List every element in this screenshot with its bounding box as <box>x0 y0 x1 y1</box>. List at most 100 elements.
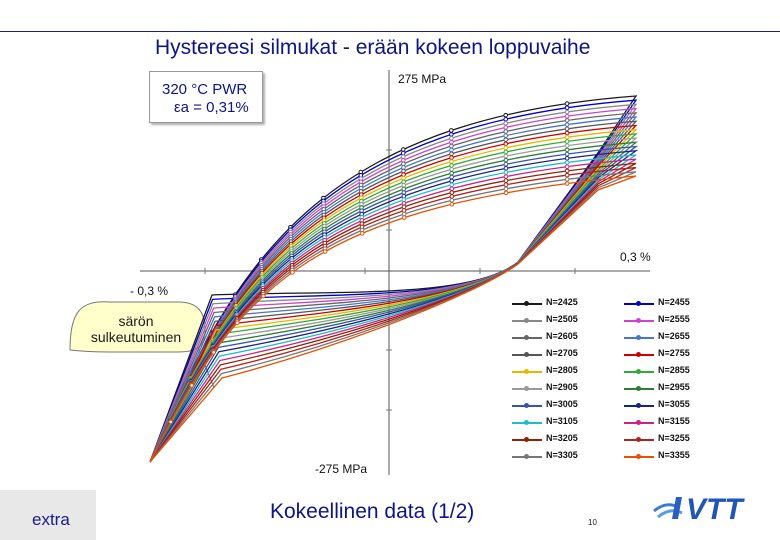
loop-n-2755 <box>149 124 638 463</box>
data-point <box>564 181 570 186</box>
data-point <box>503 121 509 126</box>
data-point <box>401 165 406 170</box>
legend-item: N=3305 <box>510 450 622 466</box>
data-point <box>401 215 407 220</box>
legend-marker <box>636 386 641 391</box>
data-point <box>168 419 174 425</box>
data-point <box>564 168 570 174</box>
data-point <box>503 190 509 196</box>
data-point <box>503 186 509 192</box>
data-point <box>564 160 570 165</box>
data-point <box>564 151 570 157</box>
legend-label: N=2505 <box>546 314 578 324</box>
page-title: Hystereesi silmukat - erään kokeen loppu… <box>155 36 591 59</box>
legend-label: N=2655 <box>658 331 690 341</box>
vtt-logo: VTT <box>653 493 745 526</box>
data-point <box>401 208 407 213</box>
legend-label: N=3155 <box>658 416 690 426</box>
legend-marker <box>636 352 641 357</box>
legend-marker <box>524 420 529 425</box>
data-point <box>401 197 407 202</box>
loop-n-3205 <box>149 162 637 463</box>
data-point <box>261 293 266 299</box>
data-point <box>564 130 570 136</box>
data-point <box>503 161 509 167</box>
data-point <box>503 141 509 147</box>
data-point <box>401 200 407 206</box>
vtt-logo-text: VTT <box>686 493 745 526</box>
data-point <box>503 116 509 122</box>
legend-label: N=2605 <box>546 331 578 341</box>
data-point <box>503 149 509 155</box>
legend-marker <box>524 369 529 374</box>
legend-label: N=3105 <box>546 416 578 426</box>
data-point <box>449 143 454 149</box>
legend-label: N=2905 <box>546 382 578 392</box>
legend-marker <box>524 335 529 340</box>
data-point <box>564 172 570 178</box>
y-min-label: -275 MPa <box>315 462 368 476</box>
data-point <box>503 174 509 179</box>
hysteresis-loops <box>149 95 639 463</box>
legend-item: N=2555 <box>622 314 734 330</box>
legend-item: N=3055 <box>622 399 734 415</box>
legend-marker <box>636 454 641 459</box>
data-point <box>401 175 406 181</box>
header-rule <box>0 0 780 32</box>
data-point <box>564 101 570 106</box>
data-point <box>449 190 455 195</box>
loop-n-3055 <box>149 149 639 463</box>
data-point <box>449 186 455 191</box>
data-point <box>503 145 509 151</box>
legend-label: N=2425 <box>546 297 578 307</box>
data-point <box>401 179 406 185</box>
data-point <box>211 350 217 355</box>
data-point <box>449 135 454 141</box>
data-point <box>449 139 454 145</box>
data-point <box>564 155 570 161</box>
legend-label: N=2805 <box>546 365 578 375</box>
loop-n-2655 <box>149 116 638 463</box>
data-point <box>564 134 570 140</box>
chart-legend: N=2425 N=2455 N=2505 N=2555 N=2605 N=2655 N=27… <box>510 297 740 473</box>
legend-label: N=3355 <box>658 450 690 460</box>
data-point <box>503 133 509 138</box>
legend-marker <box>636 301 641 306</box>
data-point <box>564 139 570 144</box>
data-point <box>564 105 570 111</box>
footer-title: Kokeellinen data (1/2) <box>270 500 475 523</box>
data-point <box>564 118 570 123</box>
data-point <box>503 112 509 118</box>
legend-marker <box>636 335 641 340</box>
data-point <box>564 143 570 148</box>
legend-label: N=3305 <box>546 450 578 460</box>
test-condition-box: 320 °C PWR εa = 0,31% <box>149 71 263 123</box>
legend-marker <box>524 318 529 323</box>
loop-n-2555 <box>149 107 638 463</box>
legend-marker <box>524 301 529 306</box>
legend-label: N=2555 <box>658 314 690 324</box>
legend-item: N=2505 <box>510 314 622 330</box>
loop-n-3155 <box>149 158 637 463</box>
data-point <box>401 161 406 167</box>
legend-marker <box>524 352 529 357</box>
data-point <box>564 109 570 115</box>
data-point <box>564 147 570 153</box>
legend-item: N=2425 <box>510 297 622 313</box>
data-point <box>401 211 407 217</box>
loop-n-3355 <box>149 175 637 463</box>
legend-marker <box>636 369 641 374</box>
legend-item: N=2905 <box>510 382 622 398</box>
legend-item: N=3005 <box>510 399 622 415</box>
data-point <box>503 157 509 163</box>
data-point <box>564 122 570 127</box>
data-point <box>564 177 570 182</box>
legend-marker <box>636 403 641 408</box>
data-point <box>400 150 406 156</box>
legend-label: N=3005 <box>546 399 578 409</box>
legend-item: N=3155 <box>622 416 734 432</box>
x-min-label: - 0,3 % <box>130 284 169 298</box>
loop-n-2505 <box>149 103 638 463</box>
data-point <box>401 157 406 163</box>
